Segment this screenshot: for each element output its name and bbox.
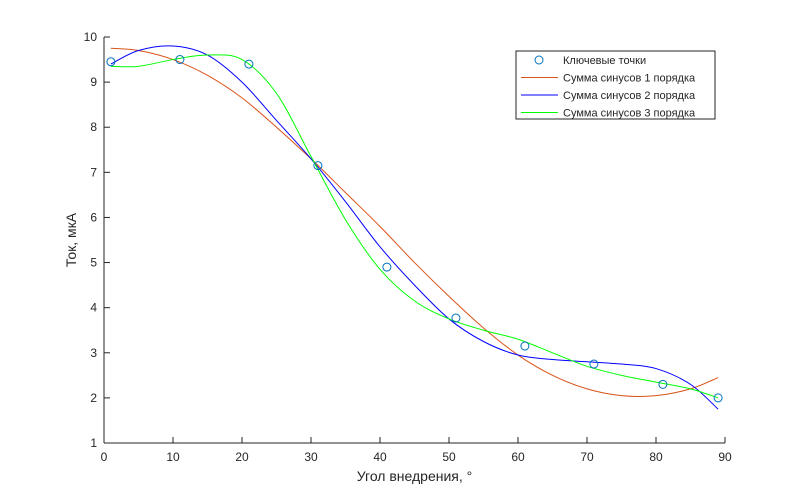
x-tick-label: 0 [101,450,108,464]
data-point [313,161,323,171]
legend-label-3: Сумма синусов 3 порядка [563,108,696,120]
data-point [520,341,530,351]
x-tick-label: 30 [304,450,318,464]
y-tick-label: 6 [90,210,97,224]
x-tick-label: 20 [235,450,249,464]
y-tick-label: 5 [90,256,97,270]
data-point [382,262,392,272]
legend-box [515,50,716,120]
legend-label-0: Ключевые точки [563,55,646,67]
x-tick-label: 10 [166,450,180,464]
legend-label-2: Сумма синусов 2 порядка [563,90,696,102]
data-point [175,55,185,65]
data-point [658,379,668,389]
axes-layer: 0 10 20 30 40 50 60 70 80 90 1 2 3 4 5 6 7 8 9 10 [84,30,732,464]
x-axis-label: Угол внедрения, ° [357,468,473,484]
series-layer [106,45,723,410]
x-tick-label: 40 [373,450,387,464]
y-tick-label: 8 [90,120,97,134]
data-point [244,59,254,69]
x-tick-label: 70 [580,450,594,464]
data-point [451,313,461,323]
x-tick-label: 50 [442,450,456,464]
y-tick-label: 10 [84,30,98,44]
data-point [589,359,599,369]
legend: Ключевые точки Сумма синусов 1 порядка Сум… [515,50,716,120]
legend-marker-0 [534,55,544,65]
y-tick-label: 3 [90,346,97,360]
data-point [106,57,116,67]
y-tick-label: 9 [90,75,97,89]
y-tick-label: 4 [90,301,97,315]
legend-label-1: Сумма синусов 1 порядка [563,73,696,85]
y-tick-label: 7 [90,165,97,179]
data-point [713,393,723,403]
y-tick-label: 2 [90,391,97,405]
y-axis-label: Ток, мкА [63,212,79,267]
series-line-1 [110,47,719,397]
x-tick-label: 60 [511,450,525,464]
y-tick-label: 1 [90,436,97,450]
series-line-3 [110,54,719,399]
x-tick-label: 90 [718,450,732,464]
x-tick-label: 80 [649,450,663,464]
